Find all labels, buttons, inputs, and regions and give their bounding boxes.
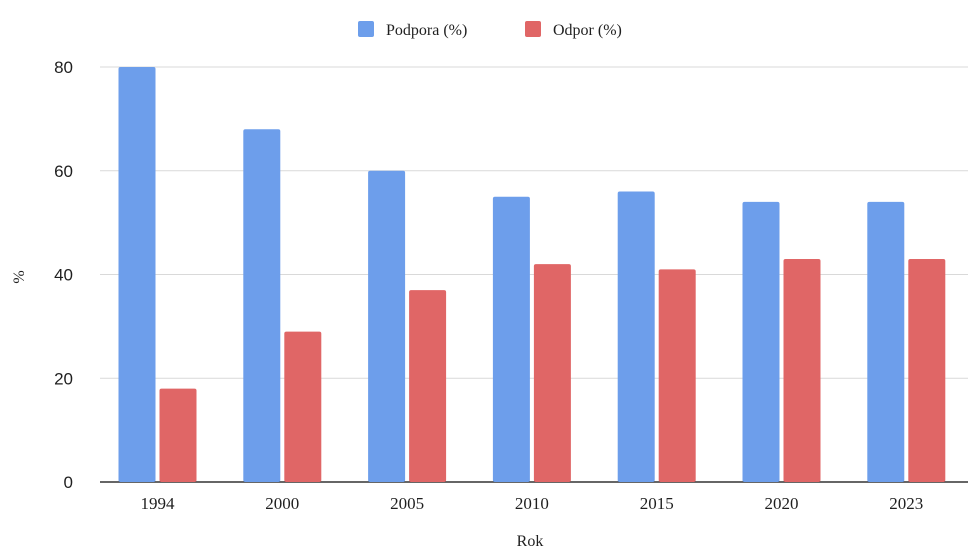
bar-podpora-2010 — [492, 196, 530, 482]
x-tick-label: 2023 — [889, 494, 923, 513]
bar-odpor-2000 — [284, 331, 322, 482]
legend-label-odpor: Odpor (%) — [553, 22, 622, 39]
x-axis-title: Rok — [517, 533, 544, 550]
y-tick-label: 80 — [54, 58, 73, 77]
bar-odpor-2015 — [658, 269, 696, 482]
y-tick-label: 60 — [54, 162, 73, 181]
y-tick-label: 0 — [64, 473, 73, 492]
legend-swatch-odpor — [525, 21, 541, 37]
bar-odpor-2005 — [409, 290, 447, 482]
bar-podpora-2000 — [243, 129, 281, 482]
x-axis-ticks: 1994 2000 2005 2010 2015 2020 2023 — [141, 494, 924, 513]
y-axis-ticks: 0 20 40 60 80 — [54, 58, 73, 492]
x-tick-label: 2020 — [765, 494, 799, 513]
x-tick-label: 2000 — [265, 494, 299, 513]
bar-podpora-1994 — [118, 67, 156, 482]
bar-podpora-2020 — [742, 201, 780, 482]
y-tick-label: 20 — [54, 369, 73, 388]
bar-podpora-2005 — [368, 170, 406, 482]
bar-odpor-2020 — [783, 258, 821, 482]
bar-odpor-2010 — [533, 264, 571, 482]
bar-podpora-2023 — [867, 201, 905, 482]
x-tick-label: 2010 — [515, 494, 549, 513]
y-axis-title: % — [11, 270, 28, 283]
x-tick-label: 2005 — [390, 494, 424, 513]
legend-label-podpora: Podpora (%) — [386, 22, 467, 39]
x-tick-label: 2015 — [640, 494, 674, 513]
legend-swatch-podpora — [358, 21, 374, 37]
y-tick-label: 40 — [54, 266, 73, 285]
bar-odpor-2023 — [908, 258, 946, 482]
legend: Podpora (%) Odpor (%) — [358, 21, 622, 39]
bar-odpor-1994 — [159, 388, 197, 482]
bars — [118, 67, 946, 482]
x-tick-label: 1994 — [141, 494, 176, 513]
bar-podpora-2015 — [617, 191, 655, 482]
